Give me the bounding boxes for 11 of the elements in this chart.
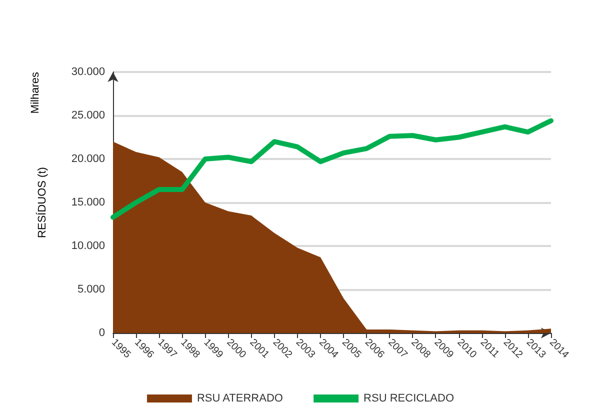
y-axis-title: RESÍDUOS (t) xyxy=(36,167,48,238)
y-tick-label: 25.000 xyxy=(71,110,105,122)
text: Milhares xyxy=(30,72,42,114)
y-tick-label: 10.000 xyxy=(71,240,105,252)
y-tick-label: 20.000 xyxy=(71,153,105,165)
legend-label: RSU ATERRADO xyxy=(196,392,284,404)
y-tick-label: 5.000 xyxy=(77,284,105,296)
y-tick-label: 30.000 xyxy=(71,66,105,78)
legend-label: RSU RECICLADO xyxy=(364,392,454,404)
y-tick-label: 15.000 xyxy=(71,196,105,208)
y-tick-label: 0 xyxy=(98,327,105,339)
